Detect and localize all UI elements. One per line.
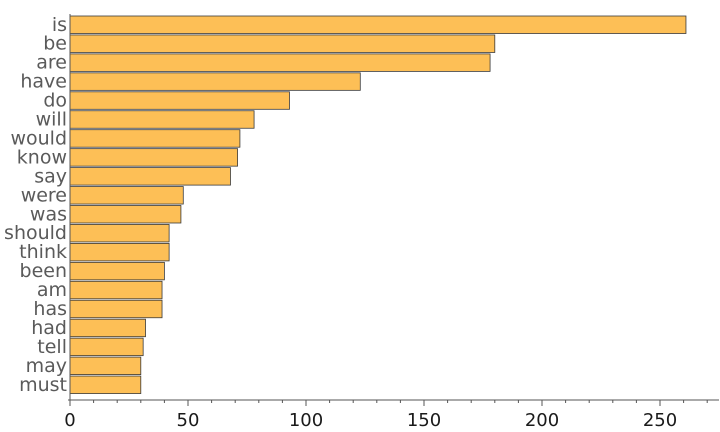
bar-be: [69, 34, 496, 53]
bar-would: [69, 129, 241, 148]
category-label: have: [20, 71, 67, 93]
category-label: must: [19, 374, 67, 396]
bar-will: [69, 110, 255, 129]
x-tick-label: 0: [64, 410, 75, 431]
category-label: would: [10, 127, 67, 149]
category-label: should: [4, 222, 67, 244]
bar-was: [69, 205, 182, 224]
bar-know: [69, 148, 238, 167]
category-label: will: [36, 109, 67, 131]
category-label: been: [20, 260, 67, 282]
category-label: are: [36, 52, 67, 74]
category-label: know: [17, 146, 67, 168]
x-tick-label: 100: [289, 410, 323, 431]
x-tick-label: 250: [643, 410, 677, 431]
category-label: say: [34, 165, 67, 187]
category-label: may: [26, 355, 67, 377]
category-label: was: [30, 203, 67, 225]
bar-have: [69, 72, 361, 91]
bar-had: [69, 318, 146, 338]
category-label: is: [52, 14, 67, 36]
category-label: were: [21, 184, 67, 206]
bar-is: [69, 15, 687, 34]
bar-think: [69, 242, 170, 262]
bars-layer: [69, 15, 687, 394]
category-label: do: [43, 90, 67, 112]
bar-tell: [69, 337, 144, 357]
bar-say: [69, 167, 231, 186]
x-tick-label: 150: [407, 410, 441, 431]
category-label: had: [31, 317, 67, 339]
category-label: think: [19, 241, 67, 263]
category-label: am: [37, 279, 67, 301]
bar-must: [69, 375, 142, 394]
category-labels: isbearehavedowillwouldknowsaywerewasshou…: [4, 14, 67, 396]
x-tick-label: 200: [525, 410, 559, 431]
category-label: has: [33, 298, 67, 320]
bar-has: [69, 299, 163, 319]
bar-are: [69, 53, 491, 72]
category-label: tell: [37, 336, 67, 358]
bar-were: [69, 186, 184, 205]
x-axis: 0 50 100 150 200 250: [64, 14, 719, 431]
bar-am: [69, 280, 163, 300]
bar-been: [69, 261, 165, 281]
bar-should: [69, 224, 170, 243]
bar-do: [69, 91, 290, 110]
category-label: be: [43, 33, 67, 55]
x-tick-label: 50: [177, 410, 200, 431]
bar-may: [69, 356, 142, 376]
